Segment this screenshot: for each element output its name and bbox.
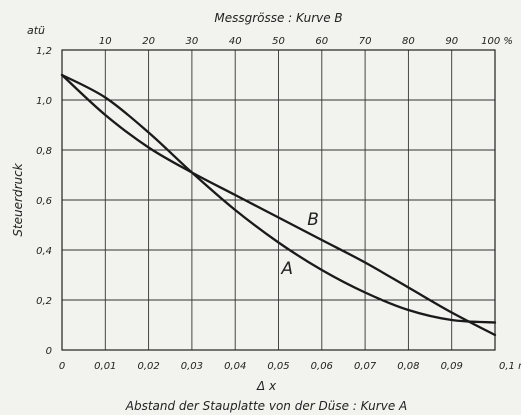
x-tick-label: 0,02 — [137, 361, 159, 372]
curve-label-a: A — [280, 259, 293, 279]
x-tick-label: 0 — [59, 361, 65, 372]
top-tick-label: 10 — [99, 36, 112, 47]
top-tick-label: 70 — [359, 36, 372, 47]
x-tick-label: 0,08 — [397, 361, 419, 372]
top-tick-label: 100 % — [481, 36, 513, 47]
top-tick-label: 60 — [315, 36, 328, 47]
curve-a — [60, 73, 497, 324]
top-tick-label: 80 — [402, 36, 415, 47]
x-axis-title: Abstand der Stauplatte von der Düse : Ku… — [125, 399, 407, 413]
x-tick-label: 0,05 — [267, 361, 289, 372]
top-tick-label: 20 — [142, 36, 155, 47]
x-tick-label: 0,01 — [94, 361, 116, 372]
plot-frame — [61, 49, 496, 351]
y-tick-label: 0,4 — [36, 246, 52, 257]
labels: A B 0 0,2 0,4 0,6 0,8 1,0 1,2 0 0,01 0,02 0,03 0,04 0,… — [11, 11, 521, 413]
curve-b — [60, 73, 497, 337]
top-tick-label: 40 — [229, 36, 242, 47]
x-tick-label: 0,04 — [224, 361, 246, 372]
y-tick-label: 0 — [46, 346, 52, 357]
y-tick-label: 1,2 — [36, 46, 52, 57]
x-symbol-label: Δ x — [256, 379, 277, 393]
top-tick-label: 50 — [272, 36, 285, 47]
x-tick-label: 0,07 — [354, 361, 377, 372]
x-tick-label: 0,09 — [441, 361, 463, 372]
y-tick-label: 0,8 — [36, 146, 52, 157]
top-axis-title: Messgrösse : Kurve B — [214, 11, 342, 25]
y-unit-label: atü — [27, 24, 45, 37]
y-tick-label: 0,6 — [36, 196, 52, 207]
y-axis-title: Steuerdruck — [11, 162, 25, 236]
top-tick-label: 30 — [186, 36, 199, 47]
x-tick-label: 0,03 — [181, 361, 203, 372]
x-tick-label: 0,06 — [311, 361, 333, 372]
grid — [61, 49, 496, 351]
y-tick-label: 1,0 — [36, 96, 52, 107]
x-tick-label: 0,1 mm — [499, 361, 521, 372]
curves — [60, 73, 497, 337]
y-tick-label: 0,2 — [36, 296, 52, 307]
curve-label-b: B — [307, 210, 319, 230]
top-tick-label: 90 — [445, 36, 458, 47]
